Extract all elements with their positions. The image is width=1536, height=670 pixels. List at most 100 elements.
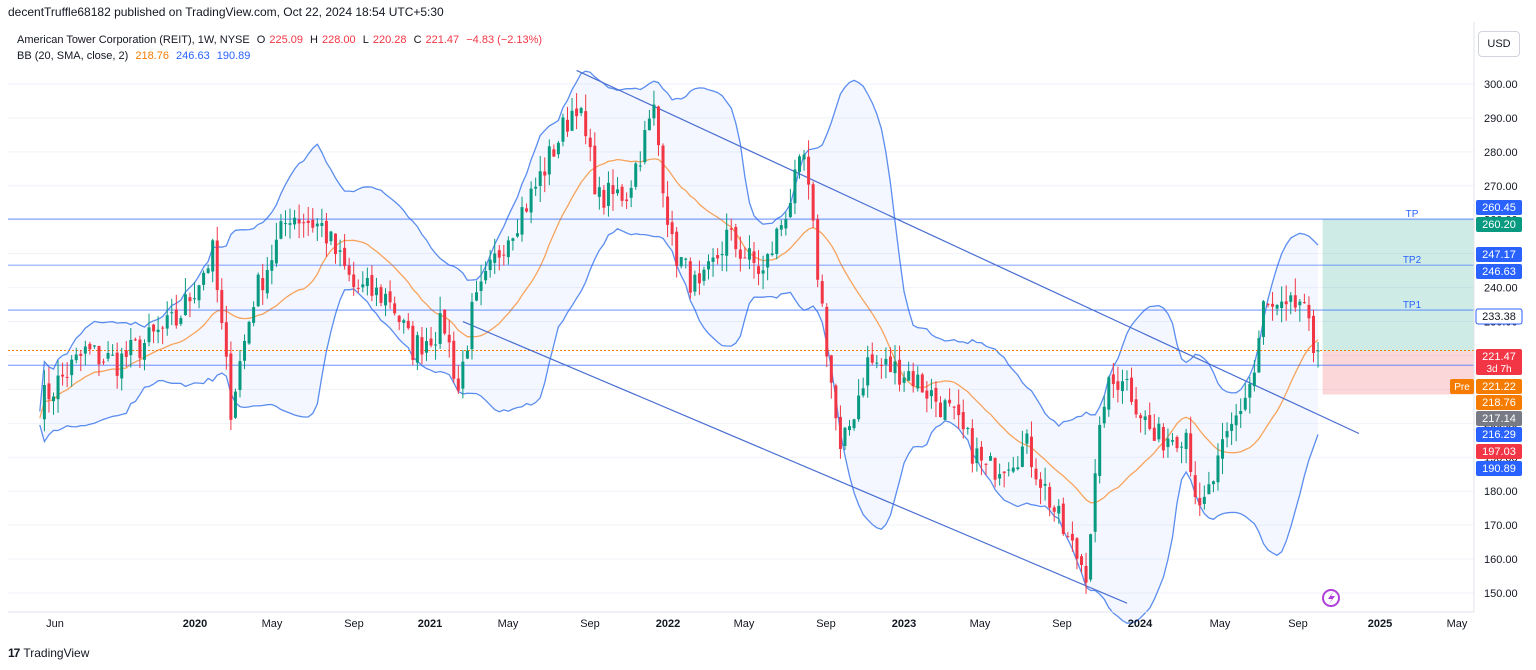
candle-body [629,187,633,198]
candle-body [411,325,415,361]
candle-body [174,309,178,326]
candles [42,90,1320,594]
candle-body [1239,411,1243,415]
candle-body [102,361,106,363]
price-label-bg [1475,308,1523,325]
y-tick-label: 300.00 [1484,79,1518,91]
price-label-bg [1476,427,1522,442]
candle-body [620,186,624,201]
position-box [1322,219,1474,395]
candle-body [952,406,956,408]
candle-body [42,385,46,420]
candle-body [415,335,419,363]
candle-body [293,217,297,225]
candle-body [561,117,565,142]
candle-body [215,240,219,291]
symbol-legend: American Tower Corporation (REIT), 1W, N… [17,34,546,46]
candle-body [1157,423,1161,440]
candle-body [461,361,465,389]
candle-body [547,146,551,175]
candle-body [938,402,942,418]
candle-body [1266,303,1270,305]
candle-body [306,220,310,224]
candle-body [1107,377,1111,410]
x-tick-label: May [1447,618,1468,630]
y-tick-label: 280.00 [1484,147,1518,159]
candle-body [738,249,742,259]
candle-body [1120,381,1124,392]
bb-lower-value: 190.89 [216,50,251,62]
candle-body [484,270,488,281]
candle-body [406,320,410,329]
candle-body [1230,424,1234,431]
candle-body [616,189,620,194]
price-label-text: 221.22 [1482,381,1516,393]
candle-body [1011,467,1015,472]
low-value: 220.28 [372,34,407,46]
candle-body [752,251,756,263]
candle-body [74,354,78,361]
bb-label: BB (20, SMA, close, 2) [17,50,129,62]
candle-body [888,356,892,373]
x-tick-label: Sep [344,618,364,630]
candle-body [916,374,920,389]
candle-body [397,315,401,323]
candle-body [261,278,265,291]
candle-body [1002,471,1006,474]
candle-body [643,130,647,163]
candle-body [902,377,906,383]
candle-body [79,353,83,356]
candle-body [848,426,852,431]
candle-body [1057,505,1061,514]
candle-body [179,318,183,324]
candle-body [1221,439,1225,459]
candle-body [1211,481,1215,485]
price-label-text: 217.14 [1482,413,1516,425]
candle-body [88,343,92,350]
candle-body [420,337,424,355]
x-tick-label: May [1210,618,1231,630]
candle-body [297,219,301,224]
x-tick-label: 2020 [183,618,207,630]
candle-body [1311,315,1315,354]
change-value: −4.83 (−2.13%) [466,34,543,46]
candle-body [1261,301,1265,338]
candle-body [552,149,556,157]
y-tick-label: 270.00 [1484,181,1518,193]
candle-body [898,359,902,385]
candle-body [115,352,119,376]
candle-body [1039,479,1043,488]
candle-body [1307,304,1311,319]
price-label-text: 221.47 [1482,351,1516,363]
candle-body [606,182,610,206]
candle-body [1202,496,1206,504]
candle-body [857,395,861,420]
candle-body [1193,475,1197,498]
currency-button[interactable]: USD [1478,31,1520,57]
candle-body [925,390,929,399]
candle-body [793,169,797,204]
candle-body [111,354,115,356]
candle-body [147,327,151,343]
candle-body [302,222,306,224]
candle-body [502,254,506,256]
candle-body [1175,437,1179,449]
candle-body [1093,473,1097,532]
candle-body [1302,302,1306,304]
candle-body [370,275,374,296]
candle-body [142,343,146,360]
candle-body [156,329,160,333]
x-tick-label: 2024 [1128,618,1153,630]
candle-body [788,202,792,218]
candle-body [1257,338,1261,373]
candle-body [625,199,629,202]
candle-body [1293,295,1297,308]
candle-body [757,266,761,274]
y-tick-label: 180.00 [1484,486,1518,498]
candle-body [1152,427,1156,441]
candle-body [220,290,224,324]
price-label-bg [1476,247,1522,262]
candle-body [252,307,256,323]
